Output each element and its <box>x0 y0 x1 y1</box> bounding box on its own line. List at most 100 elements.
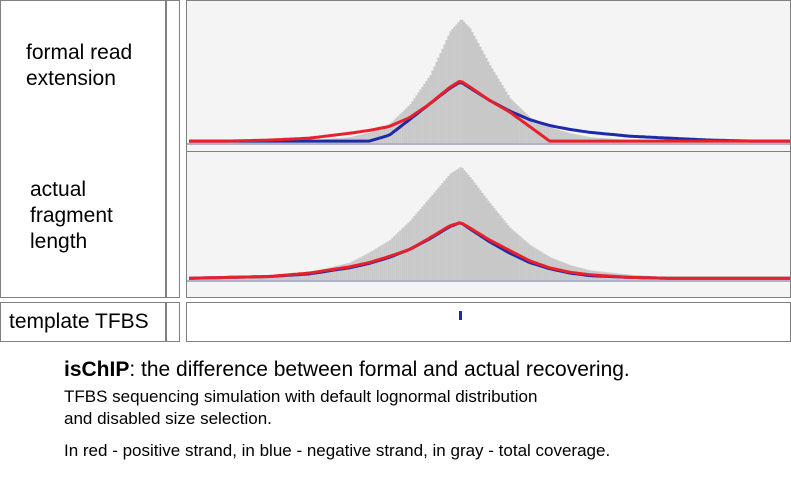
coverage-bar <box>501 85 504 143</box>
coverage-track-formal <box>186 0 791 152</box>
coverage-bar <box>391 238 394 280</box>
coverage-bar <box>513 102 516 143</box>
coverage-bar <box>311 271 314 280</box>
coverage-bar <box>301 272 304 280</box>
track-label-panel-formal <box>0 0 166 298</box>
coverage-bar <box>405 108 408 143</box>
coverage-bar <box>283 274 286 280</box>
coverage-bar <box>497 78 500 143</box>
coverage-bar <box>343 264 346 280</box>
coverage-bar <box>323 268 326 280</box>
coverage-bar <box>553 128 556 143</box>
track-scrollbar[interactable] <box>166 0 180 298</box>
coverage-bar <box>559 130 562 143</box>
coverage-bar <box>421 86 424 143</box>
coverage-bar <box>411 101 414 143</box>
series-positive-strand <box>188 221 790 280</box>
coverage-bar <box>515 104 518 143</box>
coverage-bar <box>527 115 530 143</box>
coverage-bar <box>435 61 438 143</box>
tfbs-scrollbar[interactable] <box>166 302 180 342</box>
coverage-bar <box>341 264 344 280</box>
coverage-bar <box>373 249 376 280</box>
coverage-bar <box>369 252 372 280</box>
coverage-bar <box>359 134 362 143</box>
coverage-bar <box>395 234 398 280</box>
coverage-bar <box>567 132 570 143</box>
coverage-bar <box>523 111 526 143</box>
coverage-bar <box>417 92 420 143</box>
coverage-bar <box>379 246 382 280</box>
coverage-bar <box>403 226 406 280</box>
coverage-bar <box>577 134 580 143</box>
coverage-bar <box>303 272 306 280</box>
coverage-bar <box>313 271 316 280</box>
coverage-bar <box>407 106 410 143</box>
coverage-bar <box>385 125 388 143</box>
coverage-bar <box>285 274 288 280</box>
coverage-bar <box>359 257 362 280</box>
coverage-bar <box>507 95 510 143</box>
coverage-bar <box>305 272 308 280</box>
coverage-bar <box>525 113 528 143</box>
coverage-bar <box>327 267 330 280</box>
coverage-bar <box>531 118 534 143</box>
coverage-bar <box>375 248 378 280</box>
coverage-bar <box>493 71 496 143</box>
coverage-bar <box>509 98 512 143</box>
caption-subtitle-line1: TFBS sequencing simulation with default … <box>64 387 538 406</box>
coverage-bar <box>287 274 290 280</box>
coverage-bar <box>401 111 404 143</box>
coverage-bar <box>485 57 488 143</box>
coverage-bar <box>401 228 404 280</box>
coverage-bar <box>545 125 548 143</box>
coverage-bar <box>347 263 350 280</box>
coverage-bar <box>569 133 572 143</box>
coverage-bar <box>555 129 558 143</box>
caption-title: isChIP: the difference between formal an… <box>64 358 630 382</box>
coverage-bar <box>371 250 374 280</box>
tfbs-track <box>186 302 791 342</box>
coverage-bar <box>427 77 430 143</box>
coverage-bar <box>365 254 368 280</box>
coverage-bar <box>547 126 550 143</box>
coverage-bar <box>419 89 422 143</box>
coverage-bar <box>355 135 358 143</box>
coverage-bar <box>337 265 340 280</box>
coverage-bar <box>367 132 370 143</box>
coverage-track-actual <box>186 152 791 298</box>
coverage-bar <box>563 131 566 143</box>
coverage-bar <box>375 129 378 143</box>
coverage-bar <box>491 68 494 143</box>
caption-subtitle: TFBS sequencing simulation with default … <box>64 386 684 430</box>
coverage-bar <box>393 236 396 280</box>
coverage-bar <box>377 128 380 143</box>
coverage-bar <box>333 266 336 280</box>
coverage-bar <box>329 267 332 280</box>
coverage-bar <box>423 83 426 143</box>
coverage-bar <box>489 65 492 143</box>
coverage-bar <box>413 98 416 143</box>
coverage-bar <box>371 131 374 143</box>
coverage-bar <box>383 126 386 143</box>
coverage-bar <box>529 117 532 143</box>
coverage-bar <box>429 75 432 143</box>
coverage-bar <box>361 134 364 143</box>
coverage-bar <box>575 134 578 143</box>
coverage-bar <box>369 132 372 143</box>
track-label-formal-read-extension: formal read extension <box>26 41 133 90</box>
coverage-bar <box>561 131 564 143</box>
coverage-bar <box>425 80 428 143</box>
coverage-bar <box>307 272 310 280</box>
coverage-bar <box>357 258 360 280</box>
track-label-actual-fragment-length: actual fragment length <box>30 178 113 253</box>
coverage-bar <box>541 123 544 143</box>
coverage-bar <box>387 241 390 280</box>
coverage-bar <box>297 273 300 280</box>
coverage-bar <box>579 135 582 143</box>
coverage-bar <box>437 57 440 143</box>
coverage-bar <box>397 232 400 280</box>
coverage-bar <box>325 268 328 280</box>
coverage-bar <box>543 124 546 143</box>
coverage-bar <box>505 91 508 143</box>
